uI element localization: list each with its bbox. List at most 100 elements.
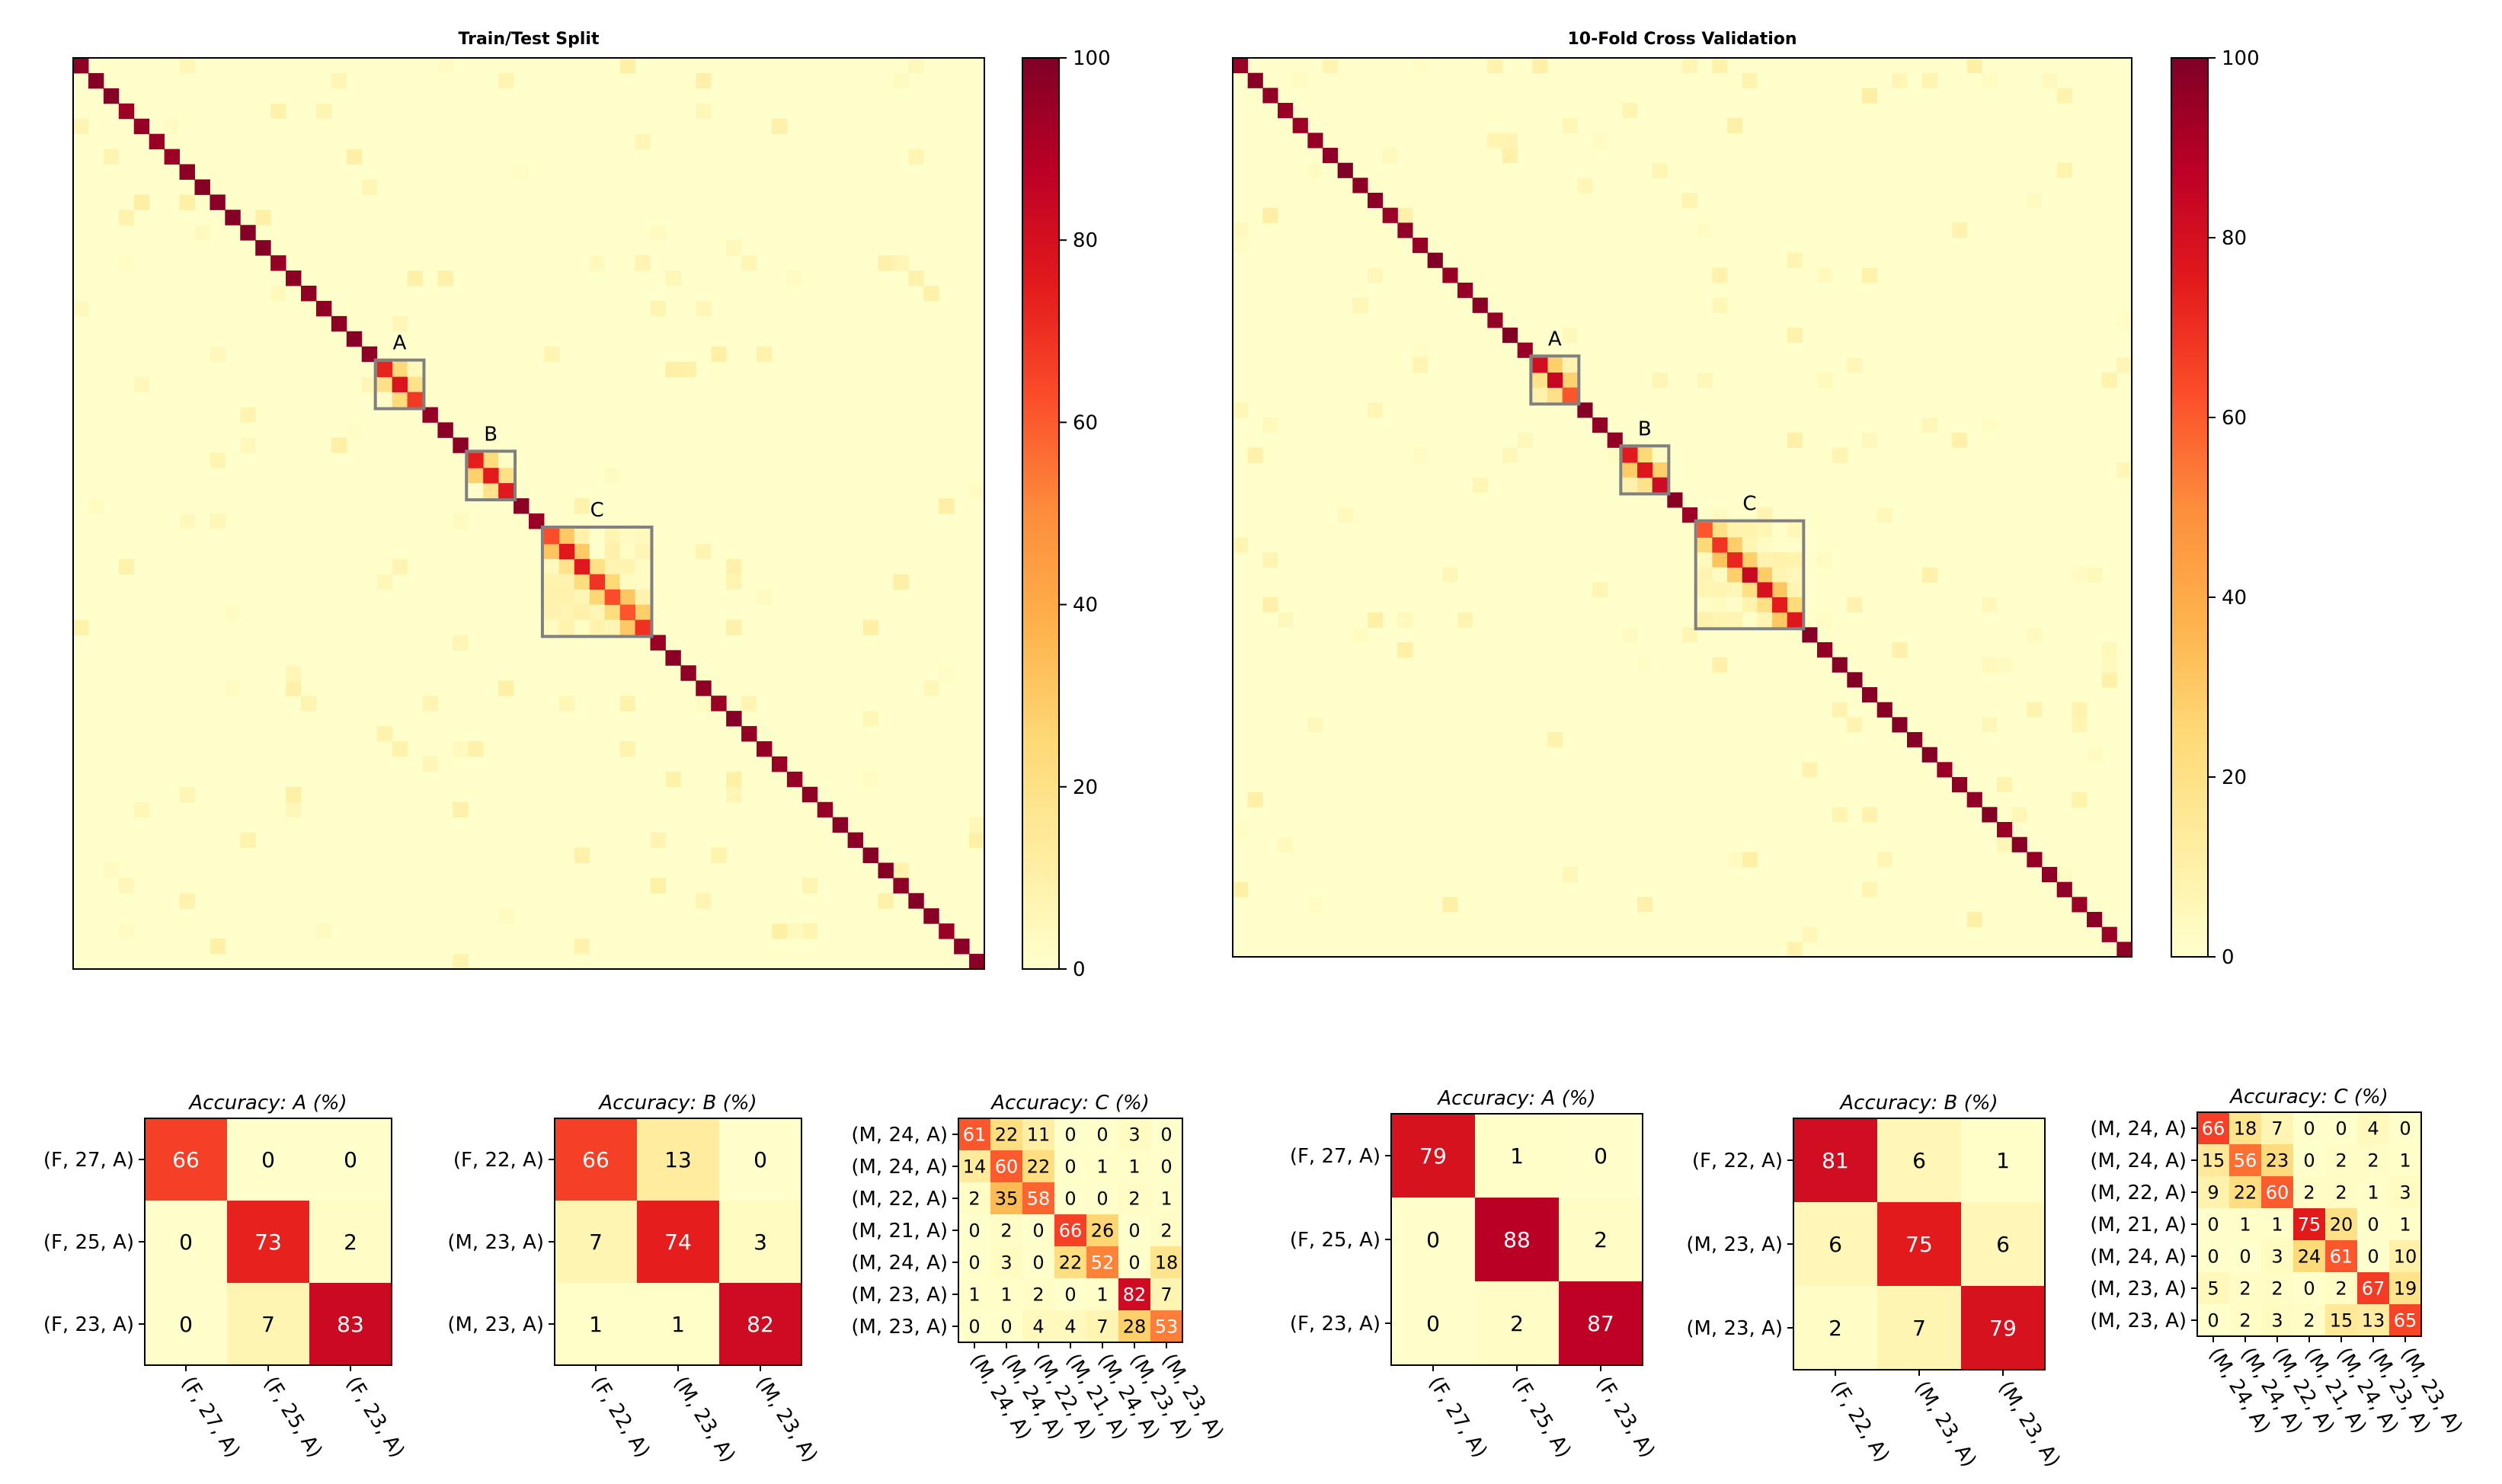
tt-acc-c-cell bbox=[1118, 1246, 1151, 1279]
train-test-cell bbox=[878, 255, 894, 271]
train-test-cell bbox=[376, 574, 393, 590]
cross-val-cell bbox=[1982, 597, 1998, 613]
cv-acc-c-ylabel: (M, 24, A) bbox=[2090, 1150, 2187, 1172]
tt-acc-c-cell bbox=[990, 1278, 1023, 1311]
cross-val-cell bbox=[1622, 627, 1638, 643]
train-test-cell bbox=[407, 270, 423, 286]
cv-acc-c-cell-value: 2 bbox=[2239, 1278, 2251, 1300]
cross-val-box-label: C bbox=[1742, 493, 1756, 516]
train-test-cell bbox=[225, 604, 241, 621]
cross-val-cell bbox=[1712, 567, 1728, 583]
tt-acc-b-title: Accuracy: B (%) bbox=[597, 1092, 757, 1115]
tt-acc-a-cell bbox=[309, 1201, 392, 1284]
cv-acc-b-cell-value: 79 bbox=[1989, 1316, 2017, 1341]
cross-val-diag-cell bbox=[2042, 867, 2058, 883]
cross-val-cell bbox=[1262, 207, 1278, 223]
tt-acc-c-ylabel: (M, 24, A) bbox=[851, 1124, 948, 1147]
train-test-diag-cell bbox=[665, 650, 681, 666]
train-test-cell bbox=[862, 619, 878, 635]
train-test-diag-cell bbox=[801, 786, 818, 803]
train-test-cell bbox=[103, 149, 120, 165]
train-test-cell bbox=[696, 696, 712, 712]
cross-val-cell bbox=[1697, 222, 1713, 238]
train-test-cell bbox=[771, 118, 788, 135]
cv-acc-a-cell bbox=[1559, 1281, 1643, 1366]
tt-acc-a-xlabel: (F, 25, A) bbox=[259, 1373, 327, 1462]
train-test-cell bbox=[604, 558, 621, 575]
cross-val-cell bbox=[2072, 717, 2088, 733]
tt-acc-b-xlabel: (F, 22, A) bbox=[587, 1373, 654, 1462]
tt-acc-a-cell bbox=[309, 1118, 392, 1201]
cross-val-cell bbox=[1787, 552, 1803, 568]
cross-val-cell bbox=[1592, 582, 1608, 598]
cross-val-cell bbox=[1982, 72, 1998, 88]
train-test-box-label: A bbox=[393, 332, 407, 355]
cross-val-cell bbox=[1247, 447, 1263, 463]
tt-acc-b-xlabel: (M, 23, A) bbox=[669, 1373, 740, 1466]
train-test-diag-cell bbox=[331, 315, 347, 332]
cross-val-cell bbox=[1278, 612, 1294, 628]
tt-acc-c-cell bbox=[958, 1150, 991, 1183]
cross-val-cell bbox=[2072, 702, 2088, 718]
cross-val-cell bbox=[1697, 597, 1713, 613]
cross-val-diag-cell bbox=[1847, 672, 1863, 688]
tt-acc-c-cell-value: 3 bbox=[1000, 1252, 1012, 1274]
cross-val-cell bbox=[1233, 402, 1249, 418]
train-test-cell bbox=[650, 300, 666, 317]
cross-val-cell bbox=[1952, 222, 1968, 238]
cross-val-title: 10-Fold Cross Validation bbox=[1567, 30, 1797, 49]
cross-val-tick-label: 100 bbox=[2222, 47, 2260, 70]
cross-val-diag-cell bbox=[1592, 417, 1608, 433]
cross-val-cell bbox=[1247, 792, 1263, 808]
train-test-cell bbox=[635, 255, 651, 271]
train-test-box-undefined bbox=[540, 525, 654, 638]
cv-acc-c-cell bbox=[2357, 1304, 2390, 1337]
cross-val-cell bbox=[1787, 252, 1803, 268]
cross-val-cell bbox=[1787, 432, 1803, 448]
cv-acc-c-cell bbox=[2261, 1304, 2294, 1337]
cv-acc-c-cell bbox=[2293, 1112, 2326, 1145]
tt-acc-b-ylabel: (F, 22, A) bbox=[453, 1149, 544, 1172]
train-test-cell bbox=[468, 468, 484, 484]
cross-val-diag-cell bbox=[1352, 178, 1368, 193]
cross-val-cell bbox=[1652, 447, 1668, 463]
cv-acc-c-cell bbox=[2197, 1176, 2230, 1209]
cv-acc-a-xlabel: (F, 25, A) bbox=[1508, 1373, 1576, 1462]
tt-acc-c-cell-value: 7 bbox=[1160, 1284, 1172, 1306]
train-test-diag-cell bbox=[88, 72, 104, 89]
tt-acc-c-cell-value: 7 bbox=[1096, 1316, 1108, 1338]
cross-val-tick-label: 40 bbox=[2222, 587, 2247, 609]
train-test-cell bbox=[726, 619, 742, 635]
cross-val-cell bbox=[2042, 72, 2058, 88]
cv-acc-a-cell-value: 1 bbox=[1510, 1143, 1524, 1169]
cv-acc-a-cell-value: 0 bbox=[1426, 1311, 1440, 1336]
train-test-cell bbox=[498, 72, 514, 89]
cross-val-cell bbox=[1413, 447, 1429, 463]
cv-acc-c-cell-value: 1 bbox=[2271, 1214, 2283, 1236]
train-test-cell bbox=[604, 468, 621, 484]
cross-val-cell bbox=[1727, 852, 1743, 868]
cross-val-cell bbox=[1982, 717, 1998, 733]
train-test-cell bbox=[240, 437, 256, 453]
train-test-cell bbox=[558, 619, 575, 635]
train-test-cell bbox=[118, 255, 135, 271]
cv-acc-c-cell bbox=[2229, 1144, 2262, 1177]
cross-val-cell bbox=[1352, 297, 1368, 313]
cross-val-box-undefined bbox=[1694, 519, 1806, 631]
cv-acc-b-xlabel: (F, 22, A) bbox=[1826, 1377, 1894, 1466]
cv-acc-c-cell bbox=[2197, 1208, 2230, 1241]
train-test-cell bbox=[574, 574, 590, 590]
cv-acc-c-cell bbox=[2229, 1304, 2262, 1337]
train-test-cell bbox=[346, 422, 363, 438]
train-test-cell bbox=[696, 543, 712, 560]
tt-acc-a-ylabel: (F, 23, A) bbox=[43, 1313, 134, 1336]
cv-acc-c-cell bbox=[2229, 1272, 2262, 1305]
train-test-cell bbox=[893, 862, 909, 878]
train-test-cell bbox=[757, 346, 773, 363]
cross-val-cell bbox=[1862, 432, 1878, 448]
train-test-cell bbox=[543, 558, 560, 575]
tt-acc-a-cell-value: 73 bbox=[254, 1230, 282, 1255]
train-test-cell bbox=[240, 407, 256, 423]
tt-acc-a-cell bbox=[145, 1283, 228, 1366]
tt-acc-c-cell-value: 22 bbox=[1059, 1252, 1083, 1274]
